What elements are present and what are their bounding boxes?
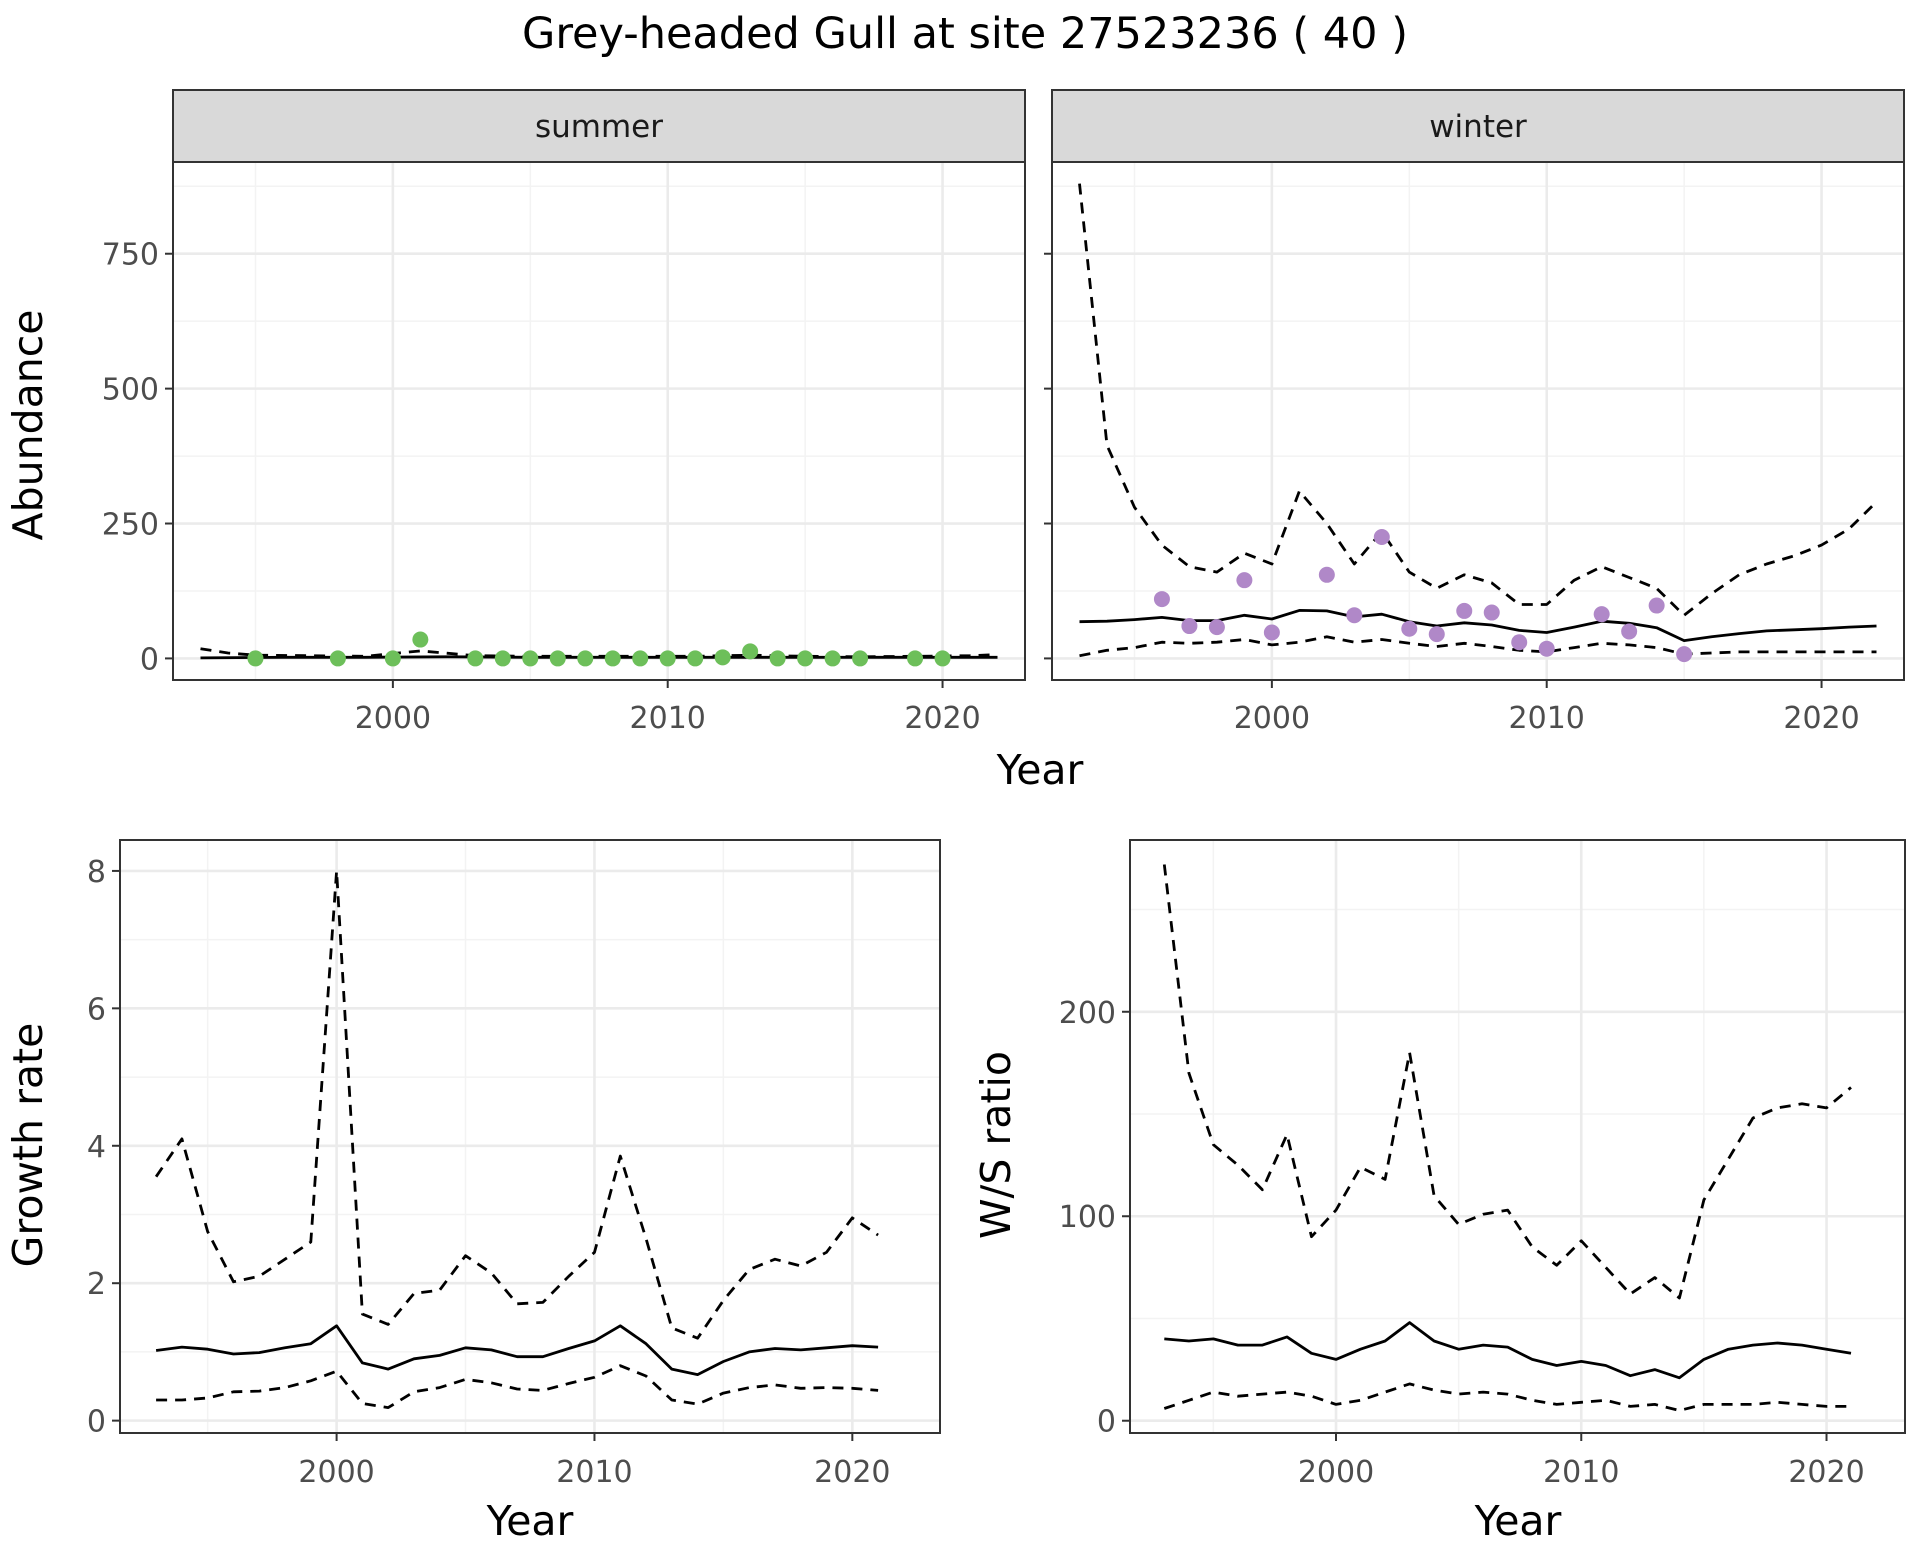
growth-x-axis-title: Year: [486, 1497, 574, 1545]
data-point: [494, 650, 511, 667]
data-point: [1538, 640, 1555, 657]
x-tick-label: 2020: [1783, 701, 1859, 736]
data-point: [1236, 572, 1253, 589]
facet-strip: [172, 89, 1026, 163]
confidence-bound-line: [1163, 1382, 1851, 1412]
confidence-bound-line: [1079, 635, 1877, 658]
panel-border: [119, 839, 941, 1434]
y-tick-label: 6: [87, 992, 106, 1027]
data-point: [934, 650, 951, 667]
x-tick-label: 2010: [630, 701, 706, 736]
x-tick-label: 2010: [1543, 1455, 1619, 1490]
plot-background: [173, 162, 1025, 680]
ws-ratio-panel: 2000 2010 2020 0 100 200: [1059, 839, 1906, 1490]
data-point: [907, 650, 924, 667]
y-tick-label: 0: [1097, 1405, 1116, 1440]
data-point: [687, 650, 704, 667]
data-point: [1676, 646, 1693, 663]
facet-strip-label: summer: [535, 109, 663, 145]
y-tick-label: 2: [87, 1267, 106, 1302]
y-tick-label: 8: [87, 855, 106, 890]
data-point: [1153, 591, 1170, 608]
data-point: [1181, 618, 1198, 635]
data-point: [247, 650, 264, 667]
x-tick-label: 2010: [556, 1455, 632, 1490]
confidence-bound-line: [1078, 183, 1878, 617]
data-point: [1346, 607, 1363, 624]
ws-ratio-axis-title: W/S ratio: [972, 1051, 1020, 1239]
trend-line: [1164, 1321, 1852, 1380]
x-tick-label: 2000: [1234, 701, 1310, 736]
data-point: [549, 650, 566, 667]
x-tick-label: 2000: [298, 1455, 374, 1490]
x-tick-label: 2020: [904, 701, 980, 736]
data-point: [1401, 620, 1418, 637]
ws-x-axis-title: Year: [1474, 1497, 1562, 1545]
data-point: [1593, 606, 1610, 623]
plot-background: [1130, 840, 1905, 1433]
y-tick-label: 750: [102, 238, 159, 273]
abundance-axis-title: Abundance: [4, 310, 52, 541]
trend-line: [155, 1324, 879, 1376]
confidence-bound-line: [156, 1364, 879, 1409]
data-point: [659, 650, 676, 667]
data-point: [1648, 597, 1665, 614]
x-tick-label: 2020: [1788, 1455, 1864, 1490]
panel-border: [1129, 839, 1906, 1434]
data-point: [1208, 619, 1225, 636]
top-x-axis-title: Year: [996, 746, 1084, 794]
growth-rate-panel: 2000 2010 2020 0 2 4 6 8: [87, 839, 941, 1490]
growth-rate-axis-title: Growth rate: [4, 1023, 52, 1268]
data-point: [329, 650, 346, 667]
confidence-bound-line: [1162, 864, 1852, 1300]
plot-background: [120, 840, 940, 1433]
data-point: [1621, 623, 1638, 640]
y-tick-label: 500: [102, 373, 159, 408]
data-point: [1456, 602, 1473, 619]
data-point: [797, 650, 814, 667]
facet-strip: [1051, 89, 1905, 163]
figure-title: Grey-headed Gull at site 27523236 ( 40 ): [522, 9, 1408, 59]
facet-strip-label: winter: [1429, 109, 1527, 145]
data-point: [604, 650, 621, 667]
summer-panel: summer 2000 2010 2020 0 250 500 750: [102, 89, 1026, 736]
data-point: [1373, 529, 1390, 546]
data-point: [467, 650, 484, 667]
data-point: [384, 650, 401, 667]
data-point: [1483, 604, 1500, 621]
data-point: [742, 643, 759, 660]
x-tick-label: 2020: [814, 1455, 890, 1490]
winter-panel: winter 2000 2010 2020: [1044, 89, 1905, 736]
x-tick-label: 2010: [1509, 701, 1585, 736]
y-tick-label: 0: [87, 1405, 106, 1440]
y-tick-label: 4: [87, 1130, 106, 1165]
data-point: [852, 650, 869, 667]
data-point: [769, 650, 786, 667]
data-point: [714, 649, 731, 666]
data-point: [577, 650, 594, 667]
y-tick-label: 200: [1059, 996, 1116, 1031]
y-tick-label: 0: [140, 642, 159, 677]
x-tick-label: 2000: [355, 701, 431, 736]
data-point: [1428, 626, 1445, 643]
data-point: [1263, 624, 1280, 641]
plot-background: [1052, 162, 1904, 680]
x-tick-label: 2000: [1298, 1455, 1374, 1490]
y-tick-label: 100: [1059, 1200, 1116, 1235]
data-point: [824, 650, 841, 667]
data-point: [412, 631, 429, 648]
data-point: [632, 650, 649, 667]
data-point: [522, 650, 539, 667]
data-point: [1511, 634, 1528, 651]
data-point: [1318, 566, 1335, 583]
confidence-bound-line: [154, 869, 879, 1340]
y-tick-label: 250: [102, 508, 159, 543]
